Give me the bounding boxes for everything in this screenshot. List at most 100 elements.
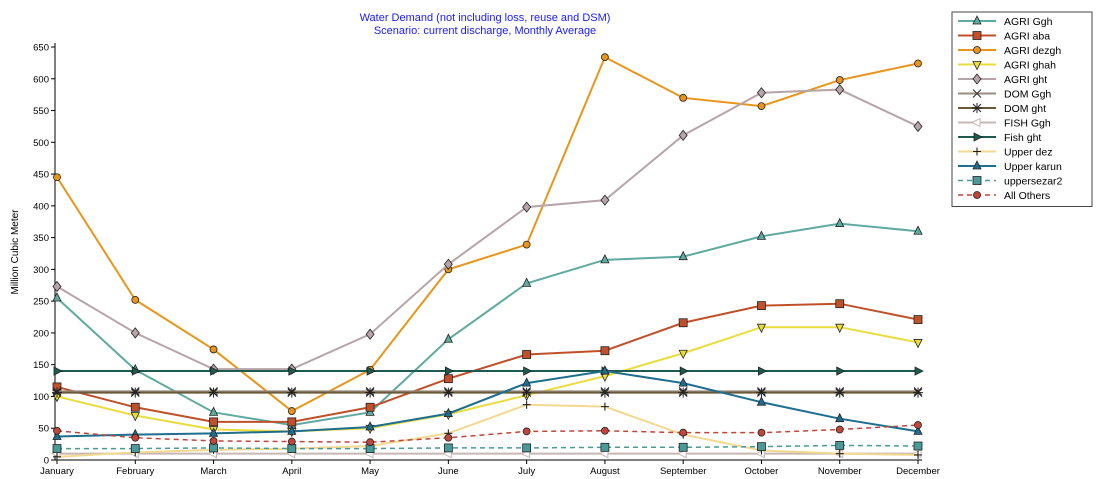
data-point (600, 402, 609, 411)
series-agri-aba (52, 299, 923, 427)
legend-swatch-marker (972, 89, 982, 98)
legend-label: AGRI ghah (1004, 59, 1056, 71)
legend-label: All Others (1004, 190, 1050, 202)
legend-label: AGRI ght (1004, 74, 1047, 86)
data-point (131, 295, 140, 304)
data-point (522, 427, 531, 436)
series-agri-dezgh (53, 53, 922, 415)
legend-item: DOM ght (958, 103, 1046, 115)
data-point (287, 425, 297, 435)
legend-label: AGRI dezgh (1004, 45, 1061, 57)
data-point (835, 299, 845, 309)
data-point (913, 315, 923, 324)
legend-label: Fish ght (1004, 132, 1041, 144)
x-tick-label: May (361, 466, 379, 477)
data-point (208, 427, 219, 437)
data-point (599, 387, 610, 398)
data-point (836, 366, 846, 376)
legend-swatch-marker (970, 117, 981, 128)
legend-item: AGRI ght (958, 73, 1047, 86)
data-point (757, 442, 766, 452)
data-point (600, 253, 610, 264)
legend-item: FISH Ggh (958, 117, 1051, 129)
x-tick-label: February (116, 466, 154, 477)
data-point (600, 442, 610, 452)
x-tick-label: July (518, 466, 535, 477)
data-point (443, 443, 453, 453)
legend-swatch-marker (972, 160, 982, 170)
series-uppersezar2 (52, 440, 923, 453)
legend-item: AGRI ghah (958, 59, 1056, 71)
data-point (756, 230, 767, 240)
data-point (52, 387, 62, 398)
series-line (56, 370, 919, 438)
legend-swatch-marker (972, 73, 982, 85)
data-point (835, 323, 845, 334)
y-tick-label: 550 (33, 106, 49, 117)
data-point (366, 366, 376, 376)
series-line (56, 88, 919, 371)
data-point (600, 365, 610, 375)
legend-item: AGRI dezgh (958, 45, 1061, 57)
series-upper-dez (53, 400, 922, 461)
legend-label: DOM Ggh (1004, 88, 1051, 100)
series-agri-ggh (52, 217, 923, 429)
legend-item: uppersezar2 (958, 175, 1063, 187)
data-point (521, 377, 532, 387)
data-point (835, 412, 845, 423)
y-tick-label: 350 (33, 233, 49, 244)
x-tick-label: November (818, 466, 862, 477)
legend-item: All Others (958, 190, 1050, 202)
data-point (522, 443, 532, 453)
data-point (522, 350, 532, 359)
data-point (835, 217, 845, 228)
data-point (365, 402, 375, 412)
series-dom-ght (52, 387, 923, 398)
legend-label: DOM ght (1004, 103, 1046, 115)
x-tick-label: January (40, 466, 74, 477)
y-axis-label: Million Cubic Meter (10, 209, 21, 295)
data-point (756, 387, 767, 398)
series-line (56, 302, 919, 423)
data-point (758, 366, 768, 376)
legend-label: AGRI aba (1004, 30, 1050, 42)
data-point (600, 194, 610, 206)
data-point (914, 366, 924, 376)
data-point (913, 387, 923, 398)
data-point (130, 412, 140, 422)
chart-subtitle: Scenario: current discharge, Monthly Ave… (374, 25, 596, 37)
data-point (366, 438, 374, 447)
data-point (52, 292, 62, 302)
legend-label: Upper karun (1004, 161, 1062, 173)
legend-item: AGRI Ggh (958, 15, 1053, 28)
data-point (521, 277, 532, 287)
data-point (522, 400, 531, 409)
data-point (678, 377, 688, 387)
legend-swatch-marker (973, 147, 981, 156)
y-tick-label: 200 (33, 328, 49, 339)
data-point (601, 53, 609, 62)
data-point (914, 59, 922, 68)
y-tick-label: 100 (33, 392, 49, 403)
x-tick-label: August (590, 466, 620, 477)
data-point (53, 173, 61, 182)
data-point (757, 102, 766, 110)
data-point (130, 402, 140, 412)
data-point (601, 426, 609, 435)
data-point (913, 120, 923, 133)
data-point (53, 366, 63, 376)
legend-swatch-marker (972, 103, 982, 113)
data-point (286, 387, 297, 398)
y-tick-label: 300 (33, 265, 49, 276)
legend-swatch-marker (972, 61, 982, 71)
series-line (57, 444, 919, 450)
data-point (913, 225, 923, 235)
data-point (757, 428, 766, 437)
legend-swatch-marker (972, 15, 982, 25)
y-tick-label: 450 (33, 170, 49, 181)
data-point (913, 441, 923, 451)
data-point (444, 433, 453, 442)
y-tick-label: 250 (33, 297, 49, 308)
data-point (287, 417, 297, 427)
